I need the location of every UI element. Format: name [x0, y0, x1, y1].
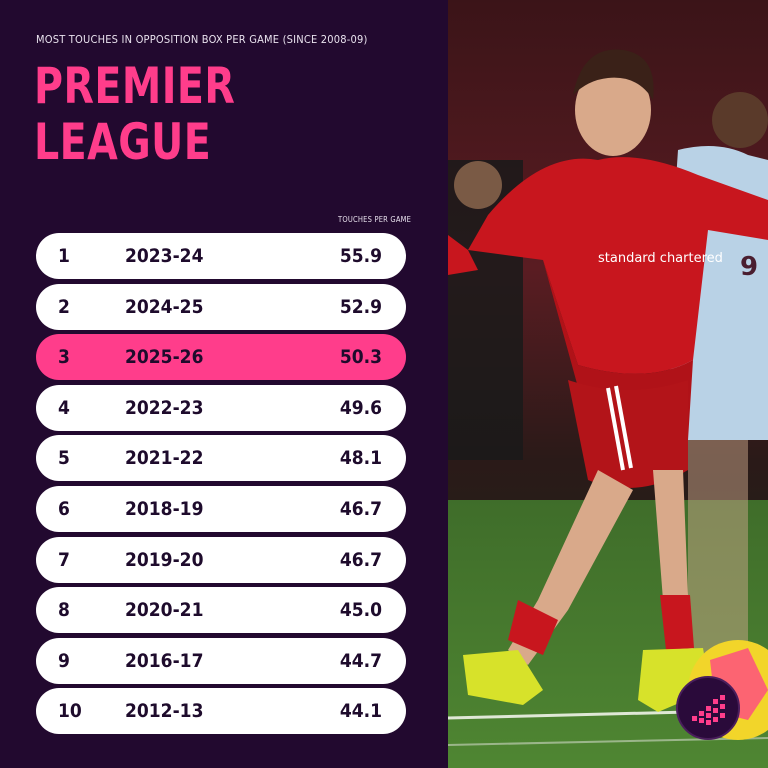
- table-row: 8 2020-21 45.0: [36, 587, 406, 633]
- row-rank: 4: [58, 397, 70, 419]
- table-row: 4 2022-23 49.6: [36, 385, 406, 431]
- row-value: 49.6: [339, 397, 382, 419]
- table-row: 3 2025-26 50.3: [36, 334, 406, 380]
- row-value: 55.9: [339, 245, 382, 267]
- row-season: 2018-19: [125, 498, 204, 520]
- title-line-2: LEAGUE: [34, 113, 212, 171]
- row-season: 2019-20: [125, 549, 204, 571]
- row-rank: 1: [58, 245, 70, 267]
- jersey-number: 9: [740, 252, 758, 282]
- row-rank: 9: [58, 650, 70, 672]
- table-row: 2 2024-25 52.9: [36, 284, 406, 330]
- table-row: 9 2016-17 44.7: [36, 638, 406, 684]
- row-season: 2021-22: [125, 447, 204, 469]
- row-rank: 3: [58, 346, 70, 368]
- row-value: 50.3: [339, 346, 382, 368]
- row-rank: 7: [58, 549, 70, 571]
- row-season: 2023-24: [125, 245, 204, 267]
- column-header: TOUCHES PER GAME: [338, 215, 412, 224]
- player-photo: 9 standard chartered: [448, 0, 768, 768]
- row-rank: 2: [58, 296, 70, 318]
- row-value: 52.9: [339, 296, 382, 318]
- row-value: 45.0: [339, 599, 382, 621]
- row-value: 48.1: [339, 447, 382, 469]
- row-value: 44.1: [339, 700, 382, 722]
- row-rank: 6: [58, 498, 70, 520]
- table-row: 5 2021-22 48.1: [36, 435, 406, 481]
- row-season: 2012-13: [125, 700, 204, 722]
- title-line-1: PREMIER: [34, 57, 236, 115]
- row-rank: 8: [58, 599, 70, 621]
- table-row: 6 2018-19 46.7: [36, 486, 406, 532]
- row-season: 2016-17: [125, 650, 204, 672]
- row-season: 2025-26: [125, 346, 204, 368]
- row-rank: 10: [58, 700, 82, 722]
- table-row: 10 2012-13 44.1: [36, 688, 406, 734]
- table-row: 7 2019-20 46.7: [36, 537, 406, 583]
- row-rank: 5: [58, 447, 70, 469]
- bar-chart-logo-icon: [676, 676, 740, 740]
- row-season: 2020-21: [125, 599, 204, 621]
- player-photo-illustration: 9 standard chartered: [448, 0, 768, 768]
- row-value: 46.7: [339, 549, 382, 571]
- shirt-sponsor: standard chartered: [598, 251, 723, 266]
- row-season: 2022-23: [125, 397, 204, 419]
- page-title: PREMIER LEAGUE: [34, 58, 235, 170]
- row-value: 46.7: [339, 498, 382, 520]
- table-row: 1 2023-24 55.9: [36, 233, 406, 279]
- subtitle: MOST TOUCHES IN OPPOSITION BOX PER GAME …: [36, 33, 368, 46]
- row-value: 44.7: [339, 650, 382, 672]
- row-season: 2024-25: [125, 296, 204, 318]
